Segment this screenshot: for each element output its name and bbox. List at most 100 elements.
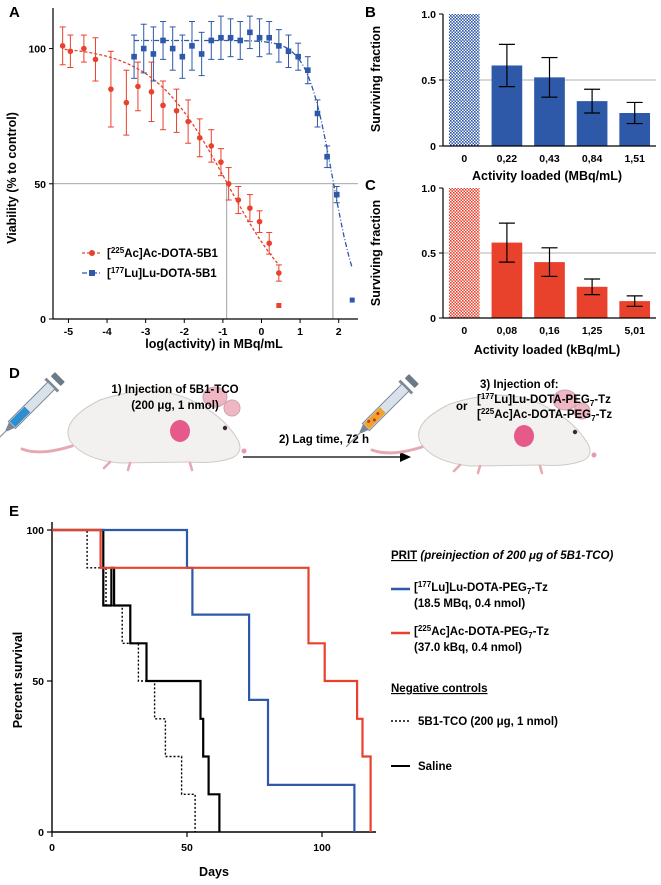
- legend-e-ac-label: [225Ac]Ac-DOTA-PEG7-Tz: [414, 624, 549, 640]
- survival-curve-lu: [52, 528, 356, 832]
- point-lu: [333, 191, 340, 198]
- step3-lu-tz: -Tz: [594, 394, 611, 406]
- legend-lu-rest: -DOTA-5B1: [156, 268, 217, 280]
- point-ac: [218, 159, 224, 165]
- legend-e-lu-detail: (18.5 MBq, 0.4 nmol): [414, 598, 525, 610]
- panel-b-x-tick-label: 0,22: [497, 153, 518, 165]
- prit-heading: PRIT: [391, 550, 417, 562]
- step3-ac-label: [225Ac]Ac-DOTA-PEG7-Tz: [477, 407, 612, 423]
- panel-b-xlabel: Activity loaded (MBq/mL): [472, 169, 622, 183]
- outlier-lu: [349, 297, 355, 303]
- legend-e-tco-label: 5B1-TCO (200 μg, 1 nmol): [418, 716, 558, 728]
- panel-label-b: B: [365, 4, 376, 21]
- point-lu: [169, 45, 176, 52]
- panel-a-y-tick-label: 0: [40, 314, 46, 326]
- legend-e-lu-tz: -Tz: [531, 582, 548, 594]
- point-lu: [208, 37, 215, 44]
- point-ac: [266, 240, 273, 247]
- panel-e-ylabel: Percent survival: [11, 632, 25, 729]
- panel-label-d: D: [9, 365, 20, 382]
- point-ac: [196, 135, 203, 141]
- panel-a-x-tick-label: -3: [141, 326, 150, 338]
- bar-c: [448, 188, 480, 318]
- panel-a-x-tick-label: 1: [297, 326, 303, 338]
- legend-e-ac-sub: 7: [528, 631, 533, 640]
- legend-lu-el2: Lu: [142, 268, 156, 280]
- legend-ac-label: [225Ac]Ac-DOTA-5B1: [107, 246, 219, 260]
- panel-c-x-tick-label: 0: [461, 325, 467, 337]
- panel-e-y-tick-label: 0: [38, 827, 44, 839]
- point-lu: [227, 34, 234, 41]
- point-lu: [140, 45, 147, 52]
- panel-label-a: A: [9, 4, 20, 21]
- panel-a-x-tick-label: -4: [102, 326, 111, 338]
- panel-label-e: E: [9, 503, 19, 520]
- panel-e-x-tick-label: 0: [49, 842, 55, 854]
- fit-curve-ac: [64, 48, 280, 266]
- legend-ac-el: Ac: [124, 248, 139, 260]
- panel-e-y-tick-label: 50: [32, 676, 44, 688]
- point-lu: [237, 37, 244, 44]
- point-ac: [208, 143, 215, 149]
- syringe-left-icon: [0, 372, 65, 446]
- bar-b: [448, 14, 480, 146]
- panel-e-legend: PRIT (preinjection of 200 μg of 5B1-TCO)…: [391, 550, 613, 773]
- panel-b-chart: Surviving fraction Activity loaded (MBq/…: [369, 9, 656, 183]
- legend-e-ac-detail: (37.0 kBq, 0.4 nmol): [414, 642, 522, 654]
- panel-a-chart: Viability (% to control) log(activity) i…: [5, 8, 358, 351]
- step3-lu-sub: 7: [590, 399, 595, 408]
- panel-e-x-tick-label: 100: [313, 842, 331, 854]
- point-lu: [305, 67, 311, 73]
- step3-ac-sup: 225: [481, 407, 495, 416]
- point-ac: [256, 218, 263, 225]
- point-ac: [67, 48, 74, 55]
- point-lu: [256, 34, 263, 41]
- survival-curve-ac: [52, 528, 372, 832]
- point-ac: [276, 270, 282, 276]
- point-ac: [59, 43, 66, 49]
- fit-curve-lu: [134, 39, 353, 269]
- legend-e-ac-sup: 225: [418, 624, 432, 633]
- step3-or: or: [456, 401, 468, 413]
- mouse-left-icon: [20, 386, 247, 472]
- point-ac: [81, 45, 87, 52]
- point-ac: [123, 99, 130, 106]
- point-lu: [276, 43, 282, 49]
- prit-note: (preinjection of 200 μg of 5B1-TCO): [420, 550, 613, 562]
- panel-a-x-tick-label: 2: [336, 326, 342, 338]
- legend-ac-el2: Ac: [143, 248, 158, 260]
- point-ac: [92, 56, 99, 63]
- panel-d-diagram: 1) Injection of 5B1-TCO (200 μg, 1 nmol)…: [0, 372, 612, 475]
- panel-e-y-tick-label: 100: [26, 525, 44, 537]
- panel-a-x-tick-label: -2: [180, 326, 189, 338]
- panel-a-x-tick-label: -1: [218, 326, 227, 338]
- panel-c-x-tick-label: 0,08: [497, 325, 518, 337]
- step1-line1: 1) Injection of 5B1-TCO: [111, 384, 238, 396]
- point-ac: [160, 102, 166, 109]
- step3-lu-sup: 177: [481, 392, 495, 401]
- panel-c-y-tick-label: 1.0: [421, 183, 436, 195]
- point-ac: [235, 197, 242, 203]
- legend-e-ac-el: Ac: [431, 626, 446, 638]
- legend-e-lu-el: Lu: [431, 582, 445, 594]
- step3-ac-sub: 7: [591, 414, 596, 423]
- panel-a-y-tick-label: 100: [28, 44, 46, 56]
- survival-curve-saline: [52, 528, 221, 832]
- step3-ac-el: Ac: [494, 409, 509, 421]
- legend-ac-sup: 225: [111, 246, 125, 255]
- panel-c-xlabel: Activity loaded (kBq/mL): [474, 343, 621, 357]
- point-lu: [218, 34, 224, 41]
- panel-c-x-tick-label: 5,01: [624, 325, 645, 337]
- panel-c-x-tick-label: 0,16: [539, 325, 560, 337]
- point-ac: [108, 86, 114, 92]
- step2-label: 2) Lag time, 72 h: [279, 434, 369, 446]
- panel-e-chart: Percent survival Days 0 50 100 0 50 100: [11, 522, 376, 879]
- syringe-right-icon: [345, 374, 419, 448]
- panel-c-chart: Surviving fraction Activity loaded (kBq/…: [369, 183, 656, 357]
- panel-e-x-tick-label: 50: [181, 842, 193, 854]
- step3-lu-el: Lu: [494, 394, 508, 406]
- lag-arrow-head: [400, 452, 411, 462]
- panel-b-y-tick-label: 0: [430, 141, 436, 153]
- panel-a-x-tick-label: 0: [259, 326, 265, 338]
